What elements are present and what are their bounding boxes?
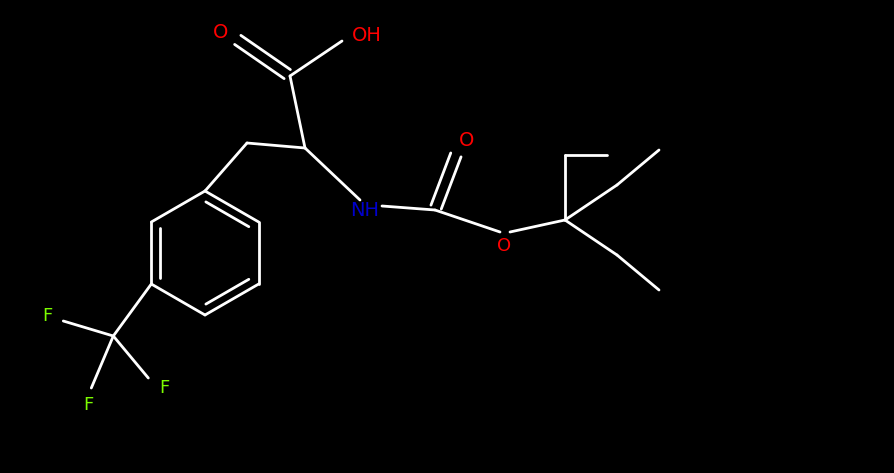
Text: O: O (459, 131, 474, 149)
Text: O: O (496, 237, 510, 255)
Text: F: F (159, 379, 169, 397)
Text: F: F (42, 307, 53, 325)
Text: OH: OH (351, 26, 382, 44)
Text: O: O (213, 24, 229, 43)
Text: NH: NH (350, 201, 379, 219)
Text: F: F (83, 396, 93, 414)
